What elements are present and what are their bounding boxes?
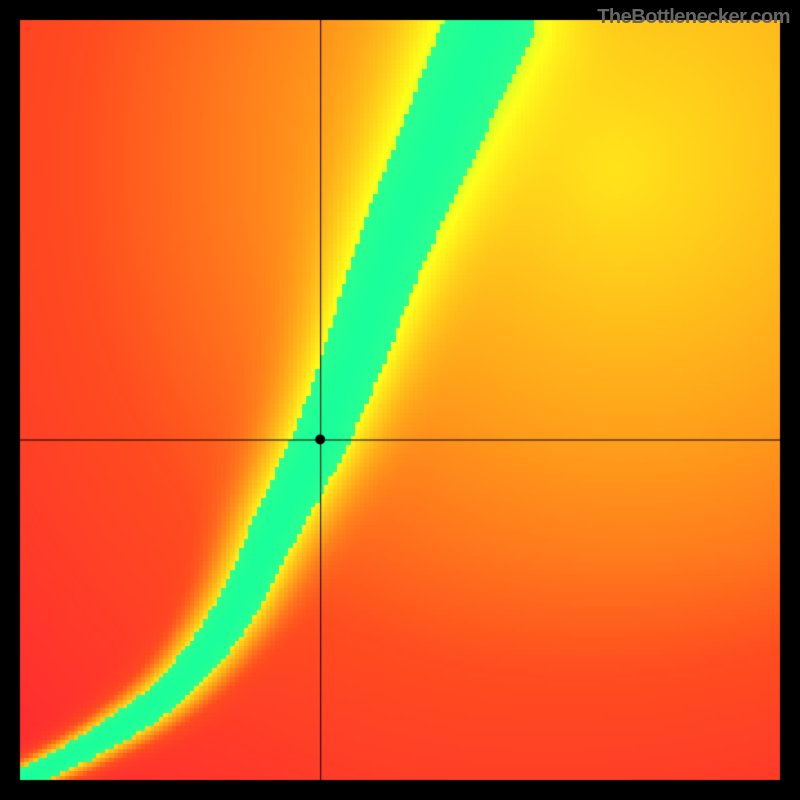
chart-container: TheBottlenecker.com <box>0 0 800 800</box>
watermark-text: TheBottlenecker.com <box>597 6 790 29</box>
heatmap-canvas <box>0 0 800 800</box>
